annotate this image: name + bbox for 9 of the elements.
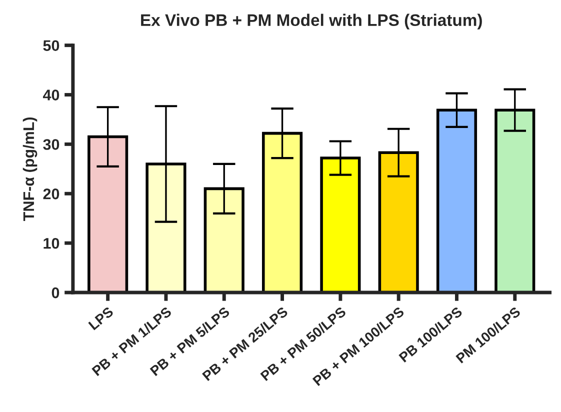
chart-title: Ex Vivo PB + PM Model with LPS (Striatum): [141, 14, 482, 30]
y-tick-label: 20: [43, 188, 60, 200]
y-tick-label: 10: [44, 238, 60, 249]
y-tick-label: 40: [42, 90, 60, 100]
y-axis-title: TNF-α (pg/mL): [22, 117, 38, 221]
y-tick-label: 0: [52, 287, 60, 298]
y-tick-label: 50: [43, 40, 60, 52]
x-tick-label: LPS: [88, 306, 114, 330]
y-tick-label: 30: [43, 139, 60, 150]
